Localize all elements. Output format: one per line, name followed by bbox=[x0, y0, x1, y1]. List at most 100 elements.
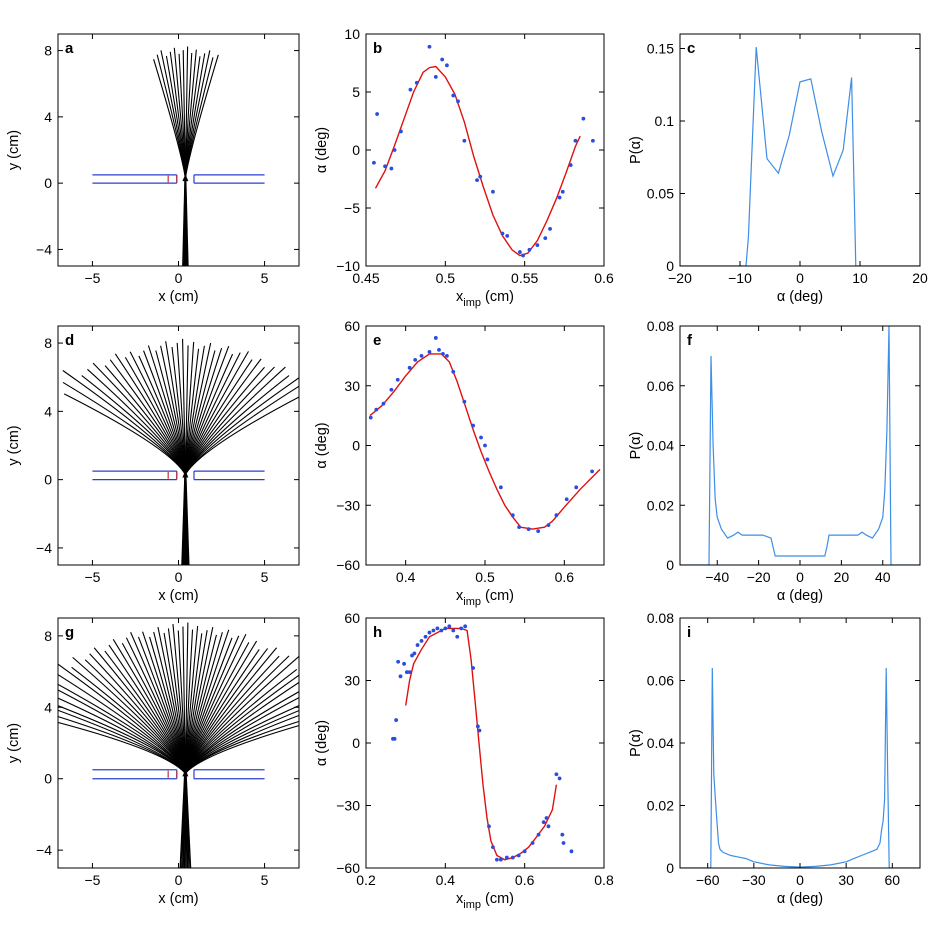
data-point bbox=[522, 849, 527, 854]
data-point bbox=[399, 129, 403, 134]
plot-area-f bbox=[680, 326, 920, 565]
x-tick-label: −60 bbox=[696, 872, 720, 888]
x-tick-label: 0.45 bbox=[352, 270, 379, 286]
data-point bbox=[560, 189, 565, 194]
x-tick-label: −40 bbox=[705, 569, 729, 585]
data-point bbox=[383, 164, 387, 169]
y-tick-label: 0.08 bbox=[647, 610, 674, 626]
data-point bbox=[505, 233, 510, 238]
data-point bbox=[500, 231, 505, 236]
data-point bbox=[437, 348, 441, 352]
data-point bbox=[389, 387, 394, 392]
fit-curve bbox=[374, 65, 581, 257]
y-tick-label: 8 bbox=[44, 628, 52, 644]
x-tick-label: −20 bbox=[747, 569, 771, 585]
y-tick-label: 4 bbox=[44, 699, 52, 715]
plot-area-b bbox=[372, 44, 595, 258]
y-tick-label: −60 bbox=[336, 557, 360, 573]
x-tick-label: 0 bbox=[175, 872, 183, 888]
x-tick-label: −5 bbox=[84, 270, 100, 286]
x-axis-label: α (deg) bbox=[777, 588, 823, 604]
y-tick-label: −4 bbox=[36, 241, 52, 257]
x-tick-label: 0.4 bbox=[396, 569, 416, 585]
panel-b: 0.45 0.5 0.55 0.6 −10 −5 0 5 10 ximp (cm) α (deg) b bbox=[314, 26, 614, 309]
x-tick-label: −20 bbox=[668, 270, 692, 286]
data-point bbox=[462, 399, 467, 404]
x-axis-label: ximp (cm) bbox=[456, 289, 514, 309]
panel-letter: d bbox=[65, 332, 74, 349]
data-point bbox=[536, 529, 541, 534]
data-point bbox=[427, 44, 432, 49]
data-point bbox=[402, 661, 406, 666]
y-tick-label: 60 bbox=[344, 318, 360, 334]
x-tick-label: 20 bbox=[912, 270, 928, 286]
y-tick-label: 10 bbox=[344, 26, 360, 42]
plot-area-d bbox=[62, 338, 299, 565]
y-tick-label: 0.15 bbox=[647, 41, 674, 57]
y-tick-label: −60 bbox=[336, 860, 360, 876]
x-axis-label: x (cm) bbox=[158, 289, 198, 305]
data-point bbox=[451, 93, 456, 98]
data-point bbox=[483, 443, 487, 448]
y-tick-label: 0.1 bbox=[655, 113, 675, 129]
data-point bbox=[557, 195, 562, 200]
y-tick-label: 0 bbox=[666, 860, 674, 876]
x-tick-label: −5 bbox=[84, 872, 100, 888]
data-point bbox=[372, 160, 376, 165]
data-point bbox=[479, 435, 483, 440]
incoming-trajectory bbox=[184, 178, 189, 266]
x-axis-label: α (deg) bbox=[777, 891, 823, 907]
data-point bbox=[543, 236, 548, 241]
y-tick-label: 0 bbox=[44, 771, 52, 787]
data-point bbox=[516, 853, 521, 858]
y-tick-label: 0 bbox=[352, 142, 360, 158]
y-tick-label: 0.04 bbox=[647, 438, 674, 454]
panel-g: −5 0 5 −4 0 4 8 x (cm) y (cm) g bbox=[6, 617, 300, 907]
panel-letter: c bbox=[687, 40, 695, 57]
y-tick-label: 0 bbox=[666, 557, 674, 573]
incoming-trajectory bbox=[185, 474, 190, 565]
panel-f: −40 −20 0 20 40 0 0.02 0.04 0.06 0.08 α (deg) P(α) f bbox=[628, 318, 921, 604]
data-point bbox=[407, 365, 412, 370]
data-point bbox=[396, 659, 401, 664]
data-point bbox=[495, 857, 499, 862]
outgoing-trajectory bbox=[184, 725, 299, 774]
data-point bbox=[427, 630, 432, 635]
panel-letter: i bbox=[687, 624, 691, 641]
fit-curve bbox=[369, 353, 601, 530]
data-point bbox=[433, 75, 438, 79]
outgoing-trajectory bbox=[184, 396, 299, 475]
data-point bbox=[456, 99, 460, 104]
y-tick-label: −4 bbox=[36, 540, 52, 556]
y-tick-label: 4 bbox=[44, 109, 52, 125]
outgoing-trajectory bbox=[184, 377, 299, 475]
x-tick-label: 0.8 bbox=[594, 872, 614, 888]
data-point bbox=[408, 87, 413, 92]
y-tick-label: 0 bbox=[352, 735, 360, 751]
x-tick-label: 0.4 bbox=[436, 872, 456, 888]
fit-curve bbox=[405, 627, 558, 861]
y-tick-label: 4 bbox=[44, 403, 52, 419]
plot-area-c bbox=[680, 47, 920, 266]
x-tick-label: −10 bbox=[728, 270, 752, 286]
y-tick-label: −5 bbox=[344, 200, 360, 216]
data-point bbox=[491, 189, 495, 194]
x-tick-label: 0.2 bbox=[356, 872, 376, 888]
x-tick-label: 5 bbox=[261, 569, 269, 585]
x-tick-label: 0.5 bbox=[475, 569, 495, 585]
x-tick-label: 5 bbox=[261, 270, 269, 286]
y-axis-label: y (cm) bbox=[6, 425, 22, 465]
x-tick-label: 40 bbox=[875, 569, 891, 585]
plot-area-e bbox=[368, 336, 601, 534]
data-point bbox=[368, 415, 373, 420]
data-point bbox=[445, 353, 449, 358]
data-point bbox=[573, 138, 578, 143]
data-point bbox=[546, 824, 551, 829]
panel-h: 0.2 0.4 0.6 0.8 −60 −30 0 30 60 ximp (cm) α (deg) h bbox=[314, 610, 614, 911]
data-point bbox=[590, 469, 594, 474]
y-tick-label: 0 bbox=[44, 175, 52, 191]
data-point bbox=[554, 772, 559, 777]
obstacle-marker bbox=[182, 174, 189, 182]
data-point bbox=[541, 820, 546, 825]
axes-frame bbox=[365, 617, 605, 869]
